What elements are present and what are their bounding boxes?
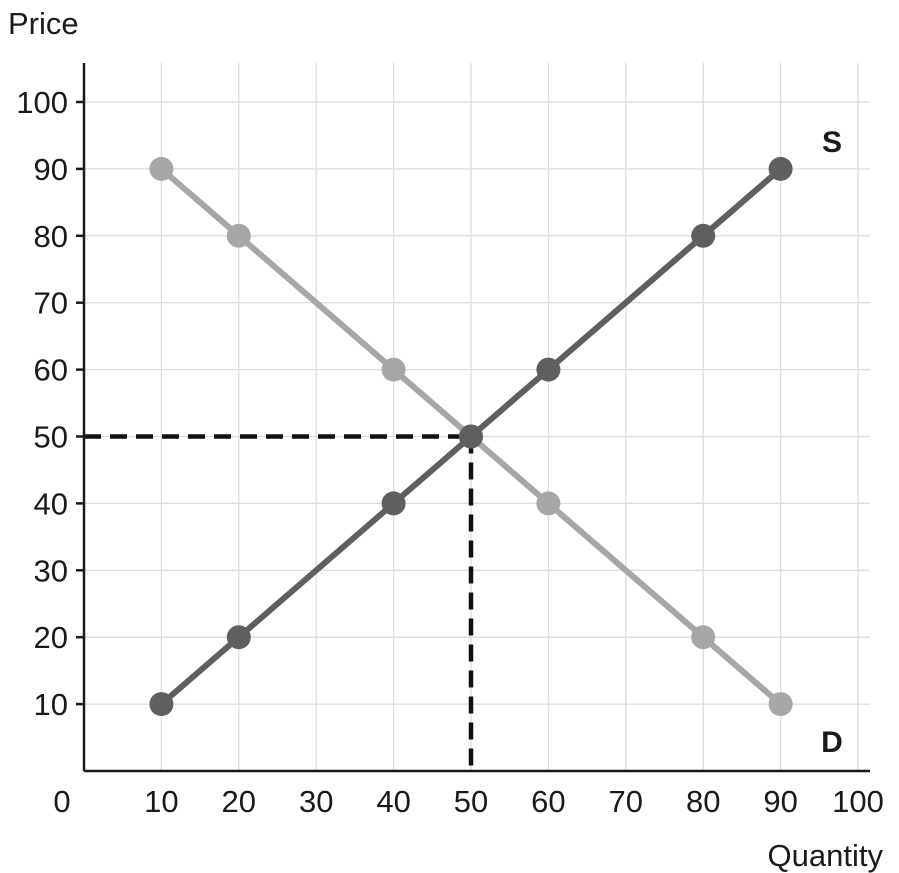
series-points: [149, 156, 793, 717]
x-tick-label-100: 100: [832, 784, 884, 819]
y-tick-label-100: 100: [16, 85, 68, 120]
x-tick-label-70: 70: [609, 784, 643, 819]
y-tick-label-70: 70: [34, 286, 68, 321]
y-tick-label-80: 80: [34, 219, 68, 254]
supply-point-10: [149, 692, 174, 717]
x-tick-label-50: 50: [454, 784, 488, 819]
x-tick-label-0: 0: [53, 784, 70, 819]
grid: [84, 63, 870, 771]
y-tick-label-40: 40: [34, 486, 68, 521]
axes: [76, 63, 870, 773]
supply-point-60: [536, 357, 561, 382]
demand-series-label: D: [821, 726, 843, 759]
y-tick-label-20: 20: [34, 620, 68, 655]
x-tick-label-40: 40: [376, 784, 410, 819]
demand-point-10: [149, 156, 174, 181]
x-tick-label-30: 30: [299, 784, 333, 819]
demand-point-60: [536, 491, 561, 516]
x-tick-label-90: 90: [763, 784, 797, 819]
supply-point-40: [381, 491, 406, 516]
demand-point-40: [381, 357, 406, 382]
y-tick-label-50: 50: [34, 420, 68, 455]
equilibrium-guides: [84, 434, 474, 771]
y-axis-title: Price: [8, 6, 79, 41]
x-tick-label-80: 80: [686, 784, 720, 819]
tick-labels: 0 10 20 30 40 50 60 70 80 90 100 10 20 30 40 50 60 70 80 90…: [16, 85, 884, 819]
x-tick-label-60: 60: [531, 784, 565, 819]
y-tick-label-90: 90: [34, 152, 68, 187]
demand-point-90: [768, 692, 793, 717]
y-tick-label-30: 30: [34, 553, 68, 588]
supply-series-label: S: [822, 126, 842, 159]
demand-point-80: [691, 625, 716, 650]
x-tick-label-20: 20: [222, 784, 256, 819]
x-axis-title: Quantity: [768, 838, 884, 873]
x-tick-label-10: 10: [144, 784, 178, 819]
y-tick-label-60: 60: [34, 353, 68, 388]
supply-point-20: [226, 625, 251, 650]
demand-point-20: [226, 223, 251, 248]
supply-point-80: [691, 223, 716, 248]
supply-point-50: [459, 424, 483, 449]
supply-point-90: [768, 156, 793, 181]
y-tick-label-10: 10: [34, 687, 68, 722]
